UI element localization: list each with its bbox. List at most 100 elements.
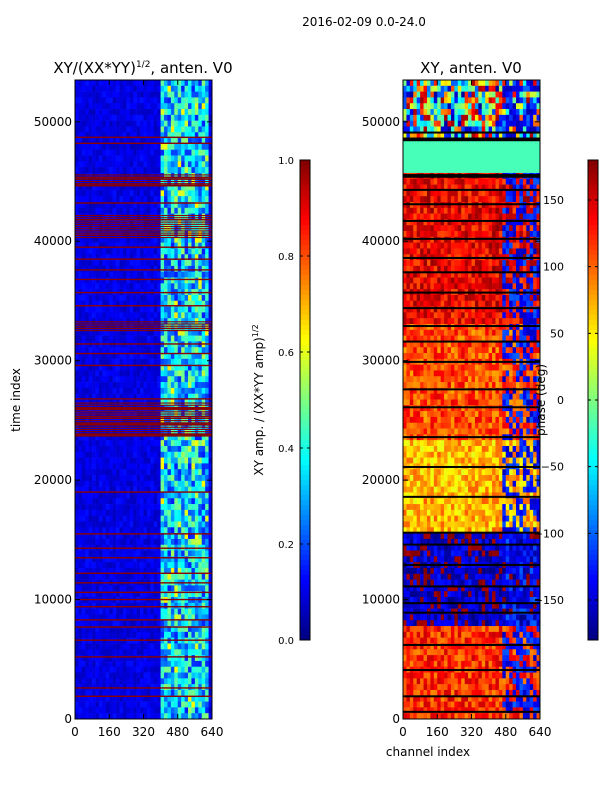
amplitude-cell (150, 695, 155, 702)
amplitude-cell (85, 172, 89, 180)
amplitude-cell (122, 172, 127, 180)
amplitude-cell (164, 312, 168, 319)
amplitude-cell (122, 248, 127, 255)
amplitude-cell (122, 155, 127, 162)
amplitude-cell (191, 643, 196, 650)
amplitude-cell (208, 498, 213, 505)
amplitude-cell (119, 457, 124, 464)
amplitude-cell (88, 416, 93, 424)
amplitude-cell (205, 201, 209, 209)
amplitude-cell (181, 701, 185, 708)
phase-cell (495, 120, 500, 127)
phase-cell (461, 97, 465, 104)
amplitude-cell (109, 114, 113, 121)
amplitude-cell (140, 550, 144, 557)
amplitude-cell (95, 469, 100, 476)
amplitude-cell (181, 103, 185, 110)
amplitude-colorbar-tick-label: 0.2 (278, 540, 294, 551)
amplitude-flag-band (75, 626, 212, 628)
amplitude-cell (116, 91, 120, 98)
amplitude-cell (184, 451, 189, 458)
amplitude-cell (198, 353, 203, 360)
amplitude-cell (184, 114, 189, 121)
amplitude-cell (167, 504, 172, 511)
amplitude-cell (119, 562, 124, 569)
phase-cell (450, 114, 455, 121)
amplitude-cell (205, 370, 209, 377)
amplitude-cell (85, 318, 89, 325)
amplitude-cell (78, 475, 83, 482)
amplitude-cell (88, 689, 93, 697)
amplitude-cell (153, 527, 158, 534)
amplitude-cell (143, 236, 148, 243)
amplitude-flag-band (75, 417, 212, 419)
amplitude-cell (85, 631, 89, 638)
amplitude-cell (140, 469, 144, 476)
amplitude-cell (184, 318, 189, 325)
amplitude-cell (122, 527, 127, 534)
amplitude-cell (198, 416, 203, 424)
amplitude-cell (208, 97, 213, 104)
amplitude-cell (122, 689, 127, 697)
amplitude-cell (112, 85, 117, 92)
phase-cell (519, 80, 524, 87)
amplitude-cell (150, 614, 155, 621)
amplitude-cell (98, 85, 103, 92)
amplitude-cell (188, 602, 192, 609)
amplitude-cell (119, 91, 124, 98)
amplitude-cell (198, 666, 203, 673)
amplitude-cell (98, 149, 103, 156)
amplitude-cell (129, 318, 134, 325)
phase-cell (536, 85, 541, 92)
amplitude-cell (157, 190, 161, 197)
amplitude-cell (164, 521, 168, 528)
amplitude-cell (170, 701, 175, 708)
amplitude-cell (92, 184, 96, 191)
amplitude-cell (136, 527, 141, 534)
amplitude-cell (170, 143, 175, 151)
amplitude-cell (116, 689, 120, 697)
amplitude-cell (140, 254, 144, 261)
amplitude-cell (126, 480, 131, 487)
phase-cell (468, 85, 472, 92)
amplitude-cell (133, 248, 137, 255)
amplitude-cell (122, 538, 127, 546)
amplitude-cell (98, 515, 103, 522)
amplitude-cell (160, 347, 165, 354)
amplitude-cell (95, 608, 100, 615)
amplitude-cell (150, 120, 155, 127)
amplitude-colorbar-swatch (300, 510, 310, 516)
amplitude-cell (85, 684, 89, 691)
phase-cell (492, 80, 496, 87)
amplitude-cell (177, 631, 182, 638)
amplitude-cell (198, 492, 203, 499)
amplitude-cell (160, 649, 165, 656)
amplitude-cell (140, 149, 144, 156)
amplitude-cell (140, 347, 144, 354)
phase-cell (440, 91, 445, 98)
amplitude-cell (181, 707, 185, 714)
amplitude-cell (122, 358, 127, 365)
amplitude-cell (150, 666, 155, 673)
amplitude-cell (102, 213, 107, 220)
amplitude-colorbar-swatch (300, 430, 310, 436)
amplitude-cell (98, 353, 103, 360)
amplitude-cell (157, 620, 161, 627)
amplitude-cell (174, 347, 179, 354)
amplitude-cell (146, 323, 151, 331)
amplitude-cell (177, 660, 182, 668)
amplitude-cell (112, 271, 117, 278)
amplitude-cell (167, 271, 172, 278)
amplitude-cell (157, 323, 161, 331)
amplitude-cell (201, 626, 206, 633)
amplitude-cell (167, 387, 172, 394)
amplitude-cell (188, 643, 192, 650)
amplitude-cell (105, 509, 110, 516)
amplitude-cell (150, 440, 155, 447)
amplitude-cell (92, 376, 96, 383)
amplitude-cell (78, 265, 83, 272)
amplitude-cell (102, 155, 107, 162)
amplitude-cell (143, 306, 148, 313)
amplitude-cell (205, 445, 209, 453)
amplitude-cell (146, 196, 151, 203)
